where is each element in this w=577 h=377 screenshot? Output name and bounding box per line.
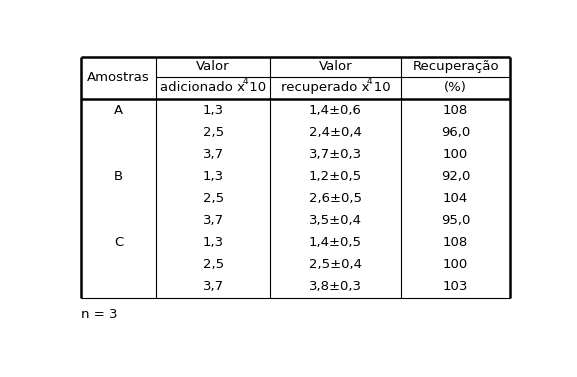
Text: 3,7: 3,7 xyxy=(203,280,224,293)
Text: 2,4±0,4: 2,4±0,4 xyxy=(309,126,362,139)
Text: 100: 100 xyxy=(443,148,469,161)
Text: (%): (%) xyxy=(444,81,467,94)
Text: recuperado x 10: recuperado x 10 xyxy=(280,81,390,94)
Text: 4: 4 xyxy=(243,77,249,86)
Text: 2,5: 2,5 xyxy=(203,192,224,205)
Text: 95,0: 95,0 xyxy=(441,214,470,227)
Text: 2,5: 2,5 xyxy=(203,258,224,271)
Text: Valor: Valor xyxy=(319,60,352,73)
Text: adicionado x 10: adicionado x 10 xyxy=(160,81,266,94)
Text: 100: 100 xyxy=(443,258,469,271)
Text: 1,2±0,5: 1,2±0,5 xyxy=(309,170,362,183)
Text: 1,3: 1,3 xyxy=(203,236,224,249)
Text: 1,3: 1,3 xyxy=(203,104,224,116)
Text: B: B xyxy=(114,170,123,183)
Text: 1,4±0,5: 1,4±0,5 xyxy=(309,236,362,249)
Text: 3,7: 3,7 xyxy=(203,148,224,161)
Text: 3,8±0,3: 3,8±0,3 xyxy=(309,280,362,293)
Text: A: A xyxy=(114,104,123,116)
Text: 3,5±0,4: 3,5±0,4 xyxy=(309,214,362,227)
Text: Recuperação: Recuperação xyxy=(413,60,499,73)
Text: 1,3: 1,3 xyxy=(203,170,224,183)
Text: Valor: Valor xyxy=(196,60,230,73)
Text: 4: 4 xyxy=(367,77,373,86)
Text: 104: 104 xyxy=(443,192,469,205)
Text: 108: 108 xyxy=(443,104,469,116)
Text: 96,0: 96,0 xyxy=(441,126,470,139)
Text: 1,4±0,6: 1,4±0,6 xyxy=(309,104,362,116)
Text: 3,7±0,3: 3,7±0,3 xyxy=(309,148,362,161)
Text: 103: 103 xyxy=(443,280,469,293)
Text: 92,0: 92,0 xyxy=(441,170,470,183)
Text: Amostras: Amostras xyxy=(87,71,150,84)
Text: 2,5±0,4: 2,5±0,4 xyxy=(309,258,362,271)
Text: 2,5: 2,5 xyxy=(203,126,224,139)
Text: 108: 108 xyxy=(443,236,469,249)
Text: n = 3: n = 3 xyxy=(81,308,118,321)
Text: 3,7: 3,7 xyxy=(203,214,224,227)
Text: 2,6±0,5: 2,6±0,5 xyxy=(309,192,362,205)
Text: C: C xyxy=(114,236,123,249)
